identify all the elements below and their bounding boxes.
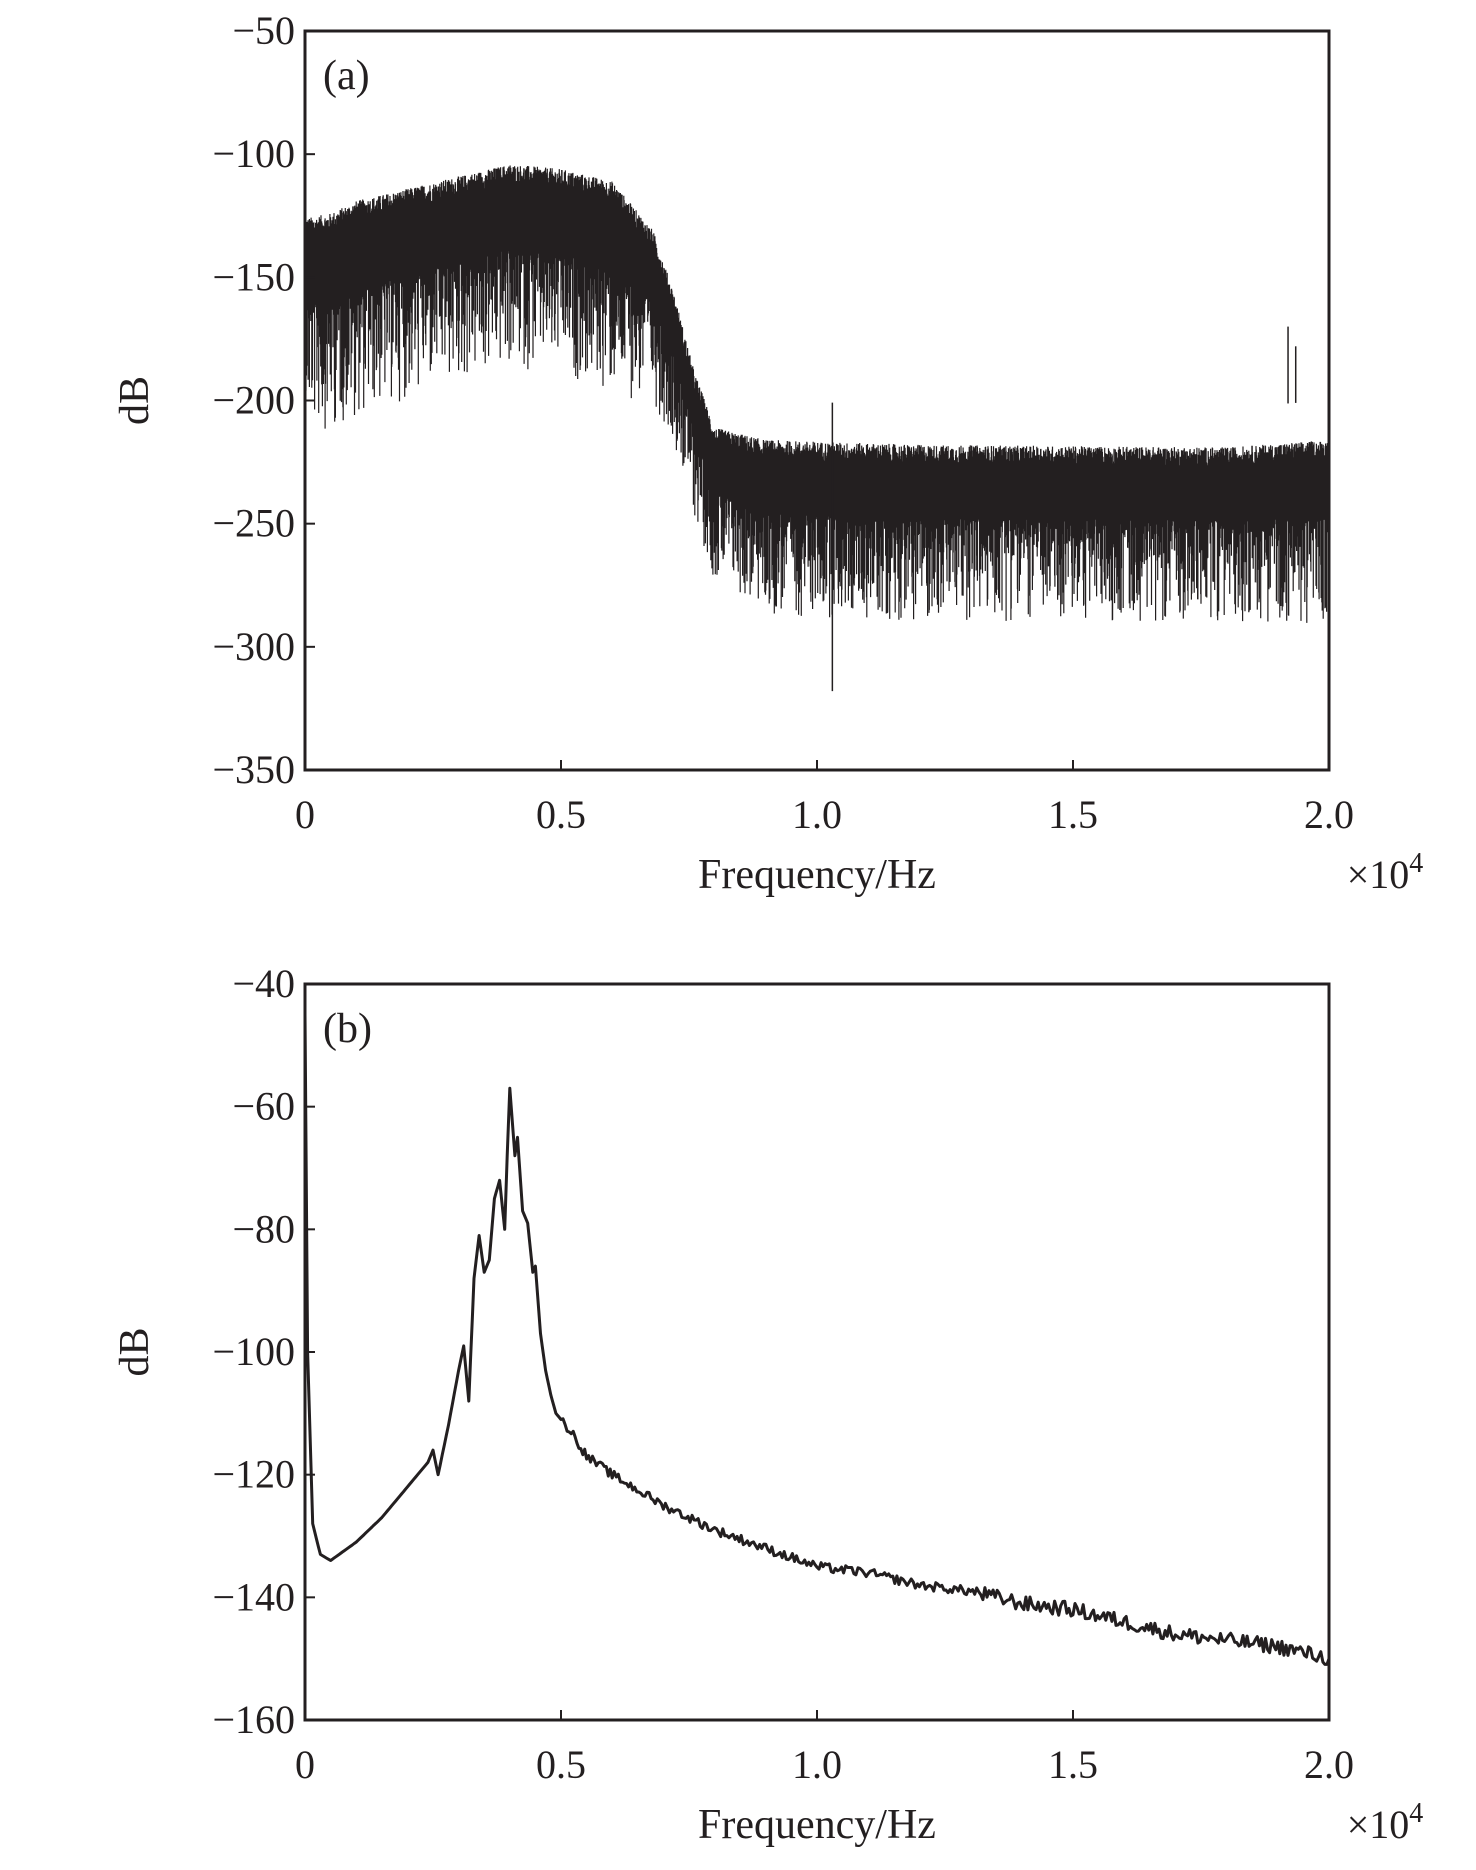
y-tick-label: −120 [212, 1452, 295, 1497]
y-tick-label: −80 [232, 1206, 295, 1251]
x-tick-label: 0.5 [536, 1742, 586, 1787]
panel-b: 0 0.5 1.0 1.5 2.0 −40 −60 −80 −100 −120 −140 −160 Fr… [112, 961, 1423, 1848]
x-tick-label: 1.5 [1048, 1742, 1098, 1787]
x-multiplier-exponent: 4 [1409, 1798, 1423, 1829]
y-tick-label: −350 [212, 747, 295, 792]
y-tick-label: −40 [232, 961, 295, 1006]
y-tick-label: −160 [212, 1697, 295, 1742]
y-tick-label: −60 [232, 1084, 295, 1129]
x-tick-label: 1.0 [792, 792, 842, 837]
x-tick-label: 1.5 [1048, 792, 1098, 837]
x-axis-label: Frequency/Hz [698, 1802, 936, 1848]
x-tick-label: 2.0 [1304, 1742, 1354, 1787]
x-tick-label: 0 [295, 792, 315, 837]
plot-frame [303, 982, 1331, 1722]
x-axis-label: Frequency/Hz [698, 852, 936, 898]
y-tick-label: −250 [212, 501, 295, 546]
x-tick-label: 2.0 [1304, 792, 1354, 837]
y-tick-label: −150 [212, 254, 295, 299]
x-tick-label: 1.0 [792, 1742, 842, 1787]
panel-label: (a) [323, 53, 370, 99]
y-tick-label: −100 [212, 131, 295, 176]
panel-label: (b) [323, 1006, 372, 1052]
spectrum-line [303, 1014, 1331, 1666]
panel-a: 0 0.5 1.0 1.5 2.0 −50 −100 −150 −200 −250 −300 −350… [112, 8, 1423, 898]
y-tick-label: −200 [212, 378, 295, 423]
x-tick-label: 0.5 [536, 792, 586, 837]
y-tick-label: −50 [232, 8, 295, 53]
y-axis-label: dB [112, 1327, 158, 1376]
spectrum-series [304, 165, 1330, 623]
y-axis-label: dB [112, 376, 158, 425]
y-tick-label: −300 [212, 624, 295, 669]
x-tick-label: 0 [295, 1742, 315, 1787]
x-multiplier-label: ×104 [1347, 848, 1424, 897]
y-tick-label: −140 [212, 1574, 295, 1619]
plot-frame [303, 29, 1331, 772]
x-multiplier-label: ×104 [1347, 1798, 1424, 1847]
y-tick-label: −100 [212, 1329, 295, 1374]
x-multiplier-exponent: 4 [1409, 848, 1423, 879]
